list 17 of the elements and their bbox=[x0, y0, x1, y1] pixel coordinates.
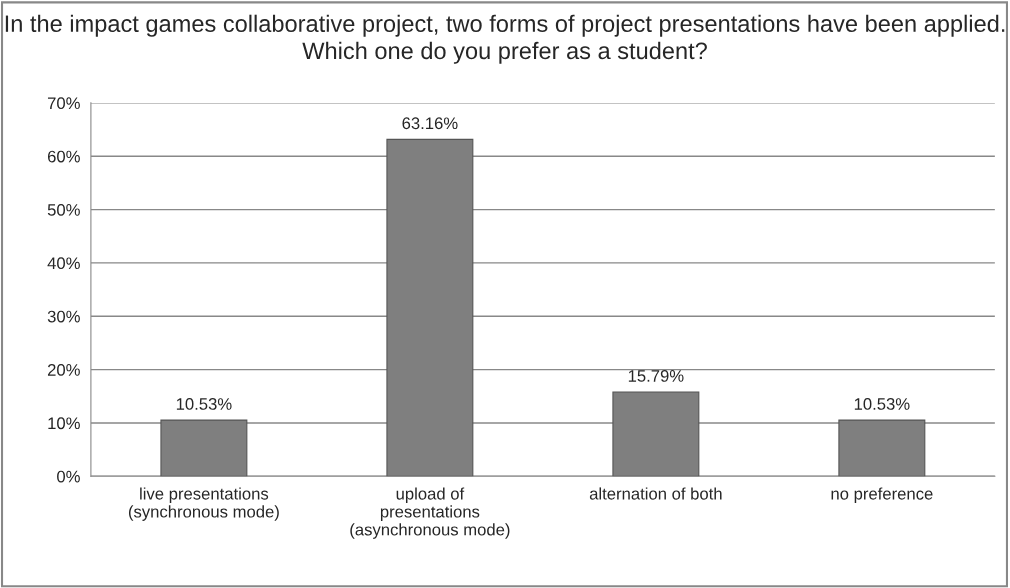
y-tick-label: 70% bbox=[47, 97, 80, 110]
y-tick-label: 40% bbox=[47, 257, 80, 270]
x-tick-label: live presentations (synchronous mode) bbox=[128, 487, 279, 521]
x-tick-label: upload of presentations (asynchronous mode) bbox=[350, 487, 510, 539]
data-label: 15.79% bbox=[628, 370, 684, 382]
y-tick-label: 10% bbox=[48, 417, 80, 430]
y-tick-label: 20% bbox=[47, 364, 80, 376]
x-tick-label: no preference bbox=[831, 487, 933, 503]
y-tick-label: 60% bbox=[47, 150, 80, 163]
y-tick-label: 50% bbox=[47, 203, 80, 216]
data-label: 10.53% bbox=[176, 398, 232, 410]
y-tick-label: 0% bbox=[57, 470, 80, 483]
chart-title: In the impact games collaborative project, two forms of project presentations have been applied. Which one do you prefer as a student? bbox=[5, 14, 1005, 64]
data-label: 10.53% bbox=[854, 398, 910, 410]
y-tick-label: 30% bbox=[47, 310, 80, 323]
x-tick-label: alternation of both bbox=[589, 487, 722, 500]
data-label: 63.16% bbox=[402, 117, 458, 130]
